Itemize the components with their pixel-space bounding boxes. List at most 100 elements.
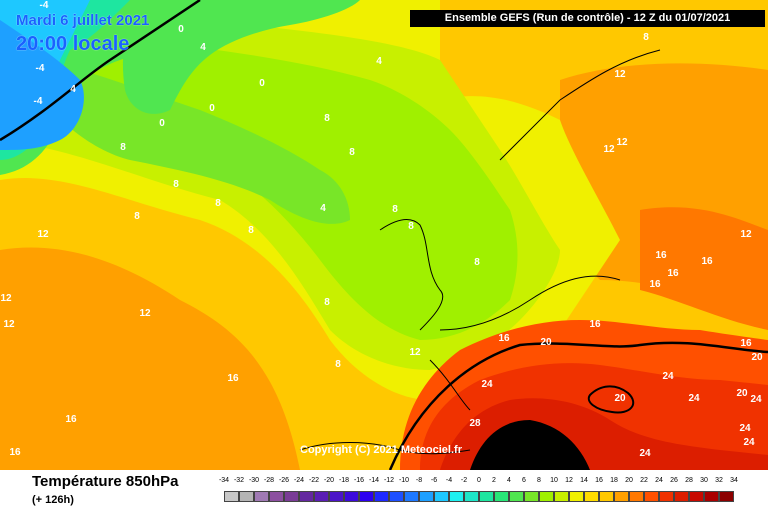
legend-tick: 18	[610, 477, 618, 484]
legend-swatch	[449, 491, 464, 502]
contour-label: 8	[408, 221, 414, 232]
legend-swatch	[404, 491, 419, 502]
contour-label: 20	[736, 388, 748, 399]
contour-label: -4	[36, 63, 45, 74]
legend-swatch	[359, 491, 374, 502]
contour-label: 12	[614, 69, 626, 80]
legend-swatch	[434, 491, 449, 502]
legend-tick: 34	[730, 477, 738, 484]
legend-tick: 24	[655, 477, 663, 484]
contour-label: 16	[701, 256, 713, 267]
legend-swatch	[344, 491, 359, 502]
forecast-date: Mardi 6 juillet 2021	[16, 12, 150, 29]
legend-tick: -12	[383, 477, 395, 484]
contour-label: -4	[40, 0, 49, 11]
legend-swatch	[494, 491, 509, 502]
contour-label: 4	[320, 203, 326, 214]
legend-tick: 20	[625, 477, 633, 484]
legend-swatch	[644, 491, 659, 502]
contour-label: 0	[178, 24, 184, 35]
contour-label: 24	[639, 448, 651, 459]
contour-label: 12	[3, 319, 15, 330]
contour-label: 8	[215, 198, 221, 209]
contour-label: 28	[469, 418, 481, 429]
legend-tick: 10	[550, 477, 558, 484]
legend-swatch	[239, 491, 254, 502]
contour-label: 8	[643, 32, 649, 43]
run-info: Ensemble GEFS (Run de contrôle) - 12 Z d…	[410, 10, 765, 27]
color-legend: -34 -32 -30 -28 -26 -24 -22 -20 -18 -16 -14 -12 -10-…	[219, 477, 744, 507]
legend-swatch	[569, 491, 584, 502]
contour-label: 12	[409, 347, 421, 358]
legend-swatch	[419, 491, 434, 502]
contour-label: 24	[743, 437, 755, 448]
legend-tick: 32	[715, 477, 723, 484]
contour-label: 16	[649, 279, 661, 290]
contour-label: 24	[688, 393, 700, 404]
legend-swatch	[614, 491, 629, 502]
legend-tick: -22	[308, 477, 320, 484]
contour-label: 16	[589, 319, 601, 330]
contour-label: 16	[9, 447, 21, 458]
legend-swatch	[284, 491, 299, 502]
contour-label: 24	[481, 379, 493, 390]
legend-tick: 0	[477, 477, 481, 484]
legend-swatch	[584, 491, 599, 502]
legend-swatch	[659, 491, 674, 502]
legend-swatch	[689, 491, 704, 502]
legend-tick: 30	[700, 477, 708, 484]
legend-tick: -14	[368, 477, 380, 484]
contour-label: 16	[667, 268, 679, 279]
contour-label: 12	[603, 144, 615, 155]
legend-tick: 16	[595, 477, 603, 484]
legend-tick: 8	[537, 477, 541, 484]
contour-label: 8	[248, 225, 254, 236]
lead-time: (+ 126h)	[32, 494, 74, 506]
legend-swatch	[374, 491, 389, 502]
contour-label: 8	[392, 204, 398, 215]
contour-label: 0	[209, 103, 215, 114]
contour-label: 8	[324, 297, 330, 308]
contour-label: 8	[134, 211, 140, 222]
legend-tick: 6	[522, 477, 526, 484]
legend-tick: -24	[293, 477, 305, 484]
contour-label: 16	[227, 373, 239, 384]
legend-tick: -4	[445, 477, 453, 484]
legend-tick: 26	[670, 477, 678, 484]
contour-label: 16	[655, 250, 667, 261]
legend-swatch	[599, 491, 614, 502]
contour-label: 20	[614, 393, 626, 404]
legend-swatch	[539, 491, 554, 502]
contour-label: 4	[70, 84, 76, 95]
legend-swatch	[524, 491, 539, 502]
contour-label: 12	[139, 308, 151, 319]
legend-tick: 22	[640, 477, 648, 484]
legend-tick: 12	[565, 477, 573, 484]
contour-label: 0	[259, 78, 265, 89]
legend-tick: -32	[233, 477, 245, 484]
legend-tick: -16	[353, 477, 365, 484]
contour-label: 20	[751, 352, 763, 363]
legend-tick: -10	[398, 477, 410, 484]
legend-swatch	[464, 491, 479, 502]
contour-label: 8	[120, 142, 126, 153]
legend-tick: -30	[248, 477, 260, 484]
contour-label: 4	[200, 42, 206, 53]
contour-label: 8	[474, 257, 480, 268]
contour-label: 12	[740, 229, 752, 240]
legend-swatch	[224, 491, 239, 502]
contour-label: 8	[335, 359, 341, 370]
legend-swatch	[704, 491, 719, 502]
contour-label: 4	[376, 56, 382, 67]
legend-swatch	[554, 491, 569, 502]
legend-tick: 14	[580, 477, 588, 484]
legend-tick: -20	[323, 477, 335, 484]
legend-tick: 2	[492, 477, 496, 484]
contour-label: 12	[0, 293, 12, 304]
legend-swatch	[389, 491, 404, 502]
legend-swatch	[719, 491, 734, 502]
legend-tick: 4	[507, 477, 511, 484]
legend-tick: -26	[278, 477, 290, 484]
contour-label: 24	[739, 423, 751, 434]
